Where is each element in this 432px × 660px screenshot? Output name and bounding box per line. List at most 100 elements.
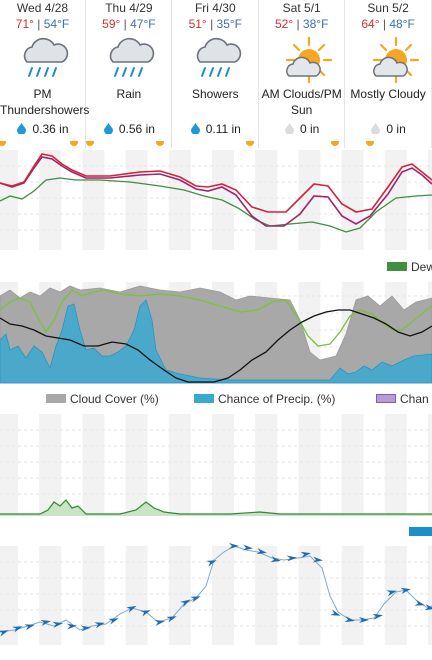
dew-swatch: [387, 262, 407, 271]
precip-chance-legend-label: Chance of Precip. (%): [218, 392, 336, 406]
night-band: [82, 150, 105, 250]
precip-amount: 0 in: [300, 122, 320, 136]
day-card[interactable]: Fri 4/30 51° | 35°F Showers 0.11 in: [173, 0, 259, 148]
wind-arrow-icon: [190, 596, 201, 603]
day-temps: 64° | 48°F: [346, 16, 431, 32]
day-name: Thu 4/29: [105, 1, 153, 15]
wind-arrow-icon: [400, 587, 411, 594]
wind-arrow-icon: [424, 604, 432, 611]
wind-arrow-icon: [154, 619, 165, 626]
day-card[interactable]: Sun 5/2 64° | 48°F Mostly Cloudy 0 in: [346, 0, 432, 148]
night-band: [298, 150, 321, 250]
sun-marker-icon: [70, 141, 78, 146]
night-band: [82, 546, 105, 645]
cloud-rain-icon: [0, 32, 86, 86]
wind-arrow-icon: [126, 605, 137, 613]
wind-arrow-icon: [229, 543, 239, 549]
temp-separator: |: [120, 17, 131, 31]
day-name: Fri 4/30: [194, 1, 236, 15]
day-condition: PM Thundershowers: [0, 87, 90, 117]
pressure-line: [0, 309, 432, 383]
day-name: Wed 4/28: [16, 1, 69, 15]
cloud-cover-legend[interactable]: Cloud Cover (%): [46, 392, 159, 406]
raindrop-icon: [190, 123, 200, 134]
night-band: [39, 546, 62, 645]
night-band: [125, 546, 148, 645]
sun-marker-icon: [156, 141, 164, 146]
dew-point-line: [0, 177, 432, 233]
wind-arrow-icon: [0, 630, 9, 637]
cloud-precip-chart: [0, 285, 432, 384]
humidity-line: [0, 289, 432, 347]
precip-chance-legend[interactable]: Chance of Precip. (%): [194, 392, 335, 406]
night-band: [384, 150, 407, 250]
night-band: [341, 414, 364, 516]
wind-arrow-icon: [80, 625, 91, 632]
chance-legend[interactable]: Chan: [376, 392, 429, 406]
day-temps: 71° | 54°F: [0, 16, 85, 32]
night-band: [0, 414, 18, 516]
sun-marker-icon: [366, 141, 374, 146]
night-band: [39, 414, 62, 516]
chance-legend-label: Chan: [400, 392, 429, 406]
precip-amount: 0.36 in: [32, 122, 69, 136]
night-band: [0, 150, 18, 250]
night-band: [212, 414, 234, 516]
day-temps: 51° | 35°F: [173, 16, 258, 32]
day-card[interactable]: Thu 4/29 59° | 47°F Rain 0.56 in: [86, 0, 173, 148]
dew-legend[interactable]: Dew: [387, 260, 432, 274]
low-temp: 54°F: [43, 17, 70, 31]
night-band: [428, 414, 432, 516]
day-card[interactable]: Sat 5/1 52° | 38°F AM Clouds/PM Sun 0 in: [259, 0, 346, 148]
high-temp: 51°: [188, 17, 207, 31]
day-temps: 52° | 38°F: [259, 16, 344, 32]
sun-marker-icon: [86, 141, 94, 146]
wind-arrow-icon: [359, 617, 369, 623]
day-precip: 0 in: [259, 122, 345, 136]
day-card[interactable]: Wed 4/28 71° | 54°F PM Thundershowers 0.…: [0, 0, 90, 148]
temperature-chart: [0, 153, 432, 233]
wind-arrow-icon: [206, 560, 217, 567]
temp-separator: |: [33, 17, 44, 31]
temp-separator: |: [206, 17, 217, 31]
temperature-line: [0, 153, 432, 213]
temp-separator: |: [379, 17, 390, 31]
night-band: [298, 414, 321, 516]
raindrop-icon: [103, 123, 113, 134]
night-band: [39, 150, 62, 250]
night-band: [125, 414, 148, 516]
day-condition: AM Clouds/PM Sun: [261, 87, 342, 117]
low-temp: 48°F: [389, 17, 415, 31]
raindrop-icon: [17, 123, 27, 134]
high-temp: 59°: [102, 17, 121, 31]
day-name: Sat 5/1: [282, 1, 321, 15]
wind-arrow-icon: [180, 599, 191, 608]
wind-arrow-icon: [300, 551, 311, 558]
wind-arrow-icon: [344, 616, 355, 623]
wind-arrow-icon: [414, 599, 425, 606]
low-temp: 47°F: [130, 17, 156, 31]
wind-arrow-icon: [108, 618, 119, 625]
high-temp: 64°: [361, 17, 380, 31]
day-precip: 0.56 in: [86, 122, 172, 136]
precip-amount: 0.56 in: [118, 122, 155, 136]
night-band: [428, 150, 432, 250]
wind-arrow-icon: [256, 548, 267, 555]
night-band: [168, 150, 191, 250]
precip-chance-area: [0, 299, 432, 384]
wind-arrow-icon: [270, 556, 281, 563]
sun-cloud-icon: [346, 32, 432, 86]
wind-arrow-icon: [166, 616, 177, 623]
night-band: [82, 414, 105, 516]
precip-amount-line: [0, 499, 432, 515]
cloud-rain-icon: [86, 32, 172, 86]
wind-arrow-icon: [40, 619, 51, 626]
night-band: [0, 546, 18, 645]
night-band: [255, 414, 278, 516]
wind-arrow-icon: [372, 613, 383, 620]
day-precip: 0.11 in: [173, 122, 259, 136]
sun-marker-icon: [331, 141, 339, 146]
temp-separator: |: [293, 17, 303, 31]
night-band: [212, 546, 234, 645]
chance-swatch: [376, 394, 396, 403]
